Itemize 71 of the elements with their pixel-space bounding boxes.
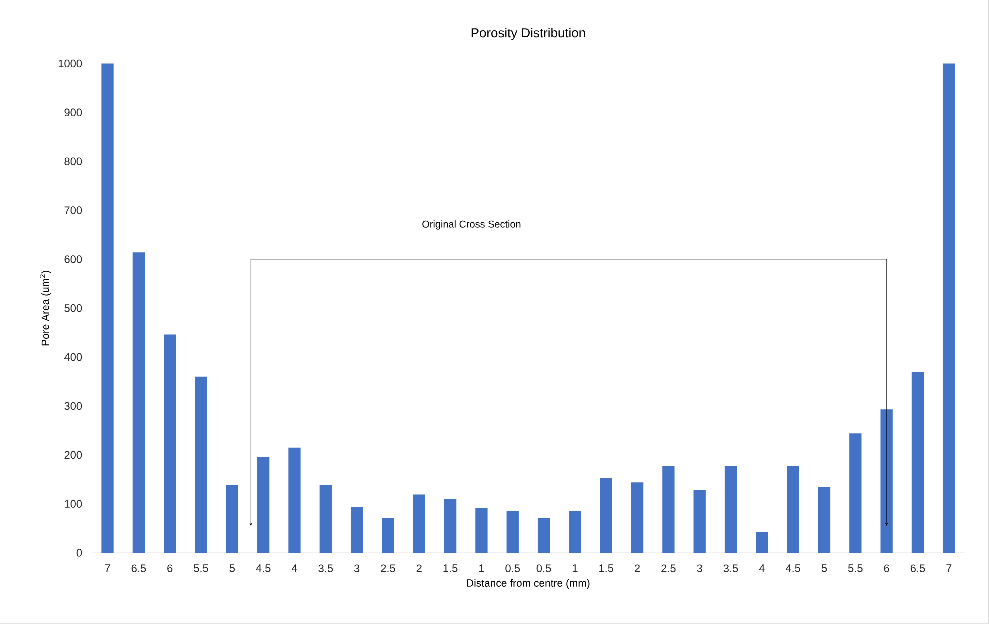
x-tick-label: 3 — [354, 564, 360, 573]
y-tick-label: 500 — [64, 304, 82, 312]
annotation: Original Cross Section — [422, 220, 521, 230]
x-tick-label: 4 — [759, 564, 765, 572]
bar — [320, 486, 332, 554]
x-tick-label: 7 — [105, 564, 110, 572]
x-tick-label: 6.5 — [132, 564, 146, 573]
x-tick-label: 4.5 — [786, 564, 800, 572]
y-tick-label: 1000 — [58, 60, 82, 68]
x-tick-label: 6 — [884, 564, 890, 573]
x-tick-label: 5.5 — [848, 564, 863, 572]
x-tick-label: 5.5 — [194, 564, 208, 572]
y-tick-label: 300 — [64, 402, 82, 410]
x-tick-label: 1 — [572, 564, 578, 572]
bar — [506, 512, 519, 554]
x-tick-label: 1.5 — [600, 564, 614, 572]
bar — [258, 457, 270, 554]
bar — [382, 518, 394, 554]
bar — [413, 494, 426, 554]
x-tick-label: 6 — [168, 564, 173, 573]
y-axis-title: Pore Area (um$^{2}$) — [40, 271, 52, 346]
bar — [102, 64, 114, 554]
y-tick-label: 900 — [64, 108, 82, 117]
bar — [444, 499, 457, 554]
y-tick-label: 700 — [64, 206, 82, 215]
bar — [724, 466, 738, 554]
x-tick-label: 2.5 — [662, 564, 676, 573]
x-tick-label: 3.5 — [724, 564, 738, 573]
x-tick-label: 3.5 — [318, 564, 334, 573]
chart-title: Porosity Distribution — [472, 28, 586, 40]
x-tick-label: 4 — [292, 564, 298, 572]
x-tick-label: 7 — [946, 564, 952, 572]
x-tick-label: 1.5 — [444, 564, 458, 572]
bar — [818, 488, 831, 554]
x-axis-title: Distance from centre (mm) — [467, 579, 590, 590]
x-tick-label: 2 — [416, 564, 422, 572]
x-tick-label: 0.5 — [536, 564, 552, 573]
x-tick-label: 1 — [479, 564, 484, 572]
bar — [569, 512, 582, 554]
x-tick-label: 4.5 — [256, 564, 271, 572]
bar — [850, 434, 862, 554]
bar — [226, 486, 238, 554]
bar — [756, 532, 768, 554]
y-tick-label: 0 — [76, 549, 82, 558]
bar — [880, 410, 893, 554]
y-tick-label: 800 — [64, 158, 82, 166]
x-tick-label: 2 — [635, 564, 640, 572]
bar — [912, 372, 924, 554]
y-tick-label: 100 — [65, 500, 82, 508]
bar — [787, 466, 800, 554]
y-tick-label: 400 — [64, 354, 82, 362]
x-tick-label: 6.5 — [910, 564, 926, 573]
y-tick-label: 200 — [64, 451, 82, 460]
bar — [476, 508, 488, 554]
bar — [288, 448, 301, 554]
bar — [943, 64, 956, 554]
x-tick-label: 3 — [697, 564, 702, 573]
bar — [132, 252, 146, 554]
y-tick-label: 600 — [64, 256, 82, 264]
bar — [195, 376, 208, 554]
bar — [538, 518, 550, 554]
x-tick-label: 5 — [230, 564, 235, 572]
bar — [600, 478, 612, 554]
x-tick-label: 0.5 — [506, 564, 520, 573]
x-tick-label: 2.5 — [381, 564, 396, 573]
x-tick-label: 5 — [822, 564, 828, 572]
bar — [164, 334, 176, 554]
bar — [662, 466, 675, 554]
bar — [694, 490, 706, 554]
bar — [631, 482, 644, 554]
bar — [350, 507, 364, 554]
